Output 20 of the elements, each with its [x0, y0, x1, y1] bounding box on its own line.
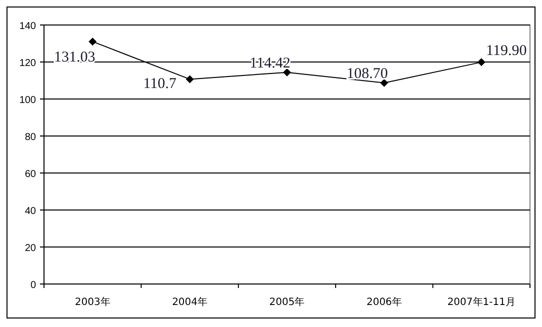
- point: [380, 78, 388, 87]
- x-tick-label: 2005年: [269, 296, 305, 308]
- y-tick-label: 120: [19, 58, 36, 69]
- x-tick-label: 2004年: [172, 296, 208, 308]
- point: [186, 75, 194, 84]
- y-tick-label: 100: [19, 95, 36, 106]
- data-label: 119.90: [486, 43, 527, 60]
- y-tick-label: 20: [24, 243, 36, 254]
- x-tick-label: 2006年: [366, 296, 402, 308]
- point: [88, 38, 97, 46]
- point: [477, 58, 486, 66]
- y-tick-label: 40: [24, 206, 36, 217]
- y-tick-label: 140: [19, 21, 36, 32]
- data-label: 108.70: [346, 66, 388, 82]
- x-tick-label: 2003年: [74, 296, 110, 308]
- y-tick-label: 0: [30, 280, 36, 291]
- y-tick-label: 60: [24, 169, 36, 180]
- y-tick-label: 80: [24, 132, 36, 143]
- data-label: 110.7: [143, 76, 177, 92]
- x-tick-label: 2007年1-11月: [447, 296, 516, 308]
